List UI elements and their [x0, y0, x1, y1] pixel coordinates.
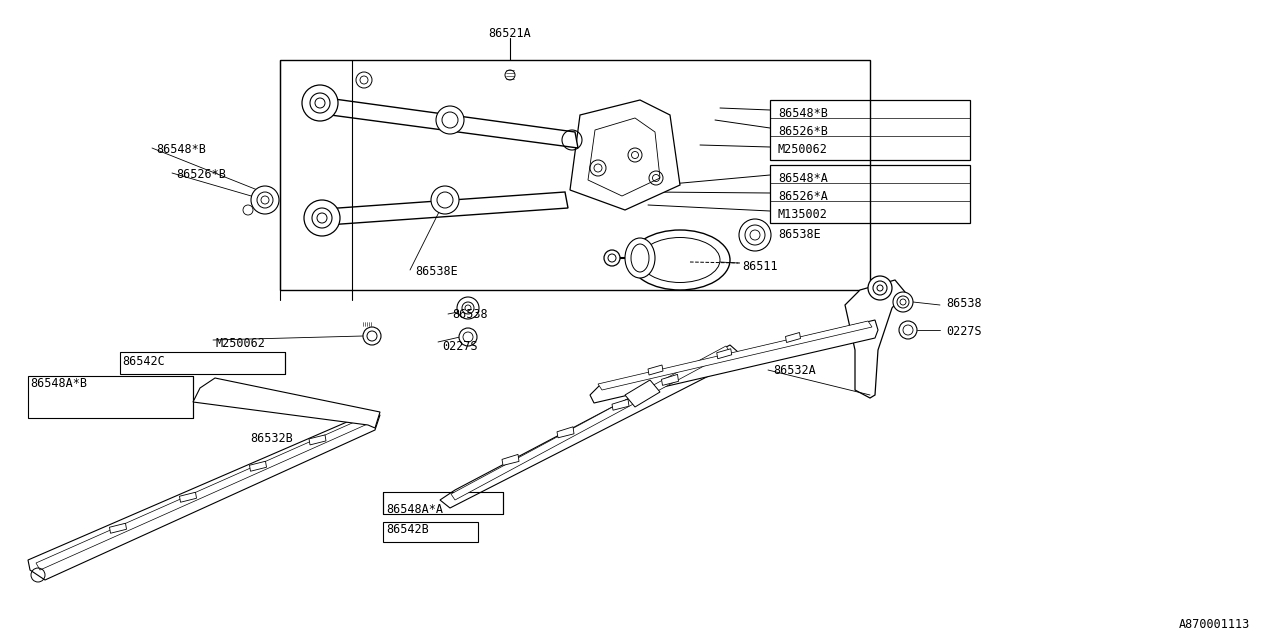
Text: 86532A: 86532A: [773, 364, 815, 377]
Circle shape: [899, 321, 916, 339]
Polygon shape: [250, 461, 266, 471]
Bar: [120, 352, 285, 374]
Polygon shape: [28, 412, 380, 580]
Polygon shape: [36, 416, 372, 570]
Circle shape: [251, 186, 279, 214]
Polygon shape: [438, 116, 462, 124]
Text: 86538E: 86538E: [415, 265, 458, 278]
Polygon shape: [557, 427, 573, 438]
Polygon shape: [179, 492, 197, 502]
Ellipse shape: [625, 238, 655, 278]
Polygon shape: [570, 100, 680, 210]
Bar: [28, 376, 193, 418]
Text: 86526*A: 86526*A: [778, 190, 828, 203]
Text: 86548*B: 86548*B: [156, 143, 206, 156]
Polygon shape: [310, 192, 568, 226]
Polygon shape: [590, 320, 878, 403]
Circle shape: [868, 276, 892, 300]
Circle shape: [302, 85, 338, 121]
Text: 86521A: 86521A: [489, 27, 531, 40]
Bar: [383, 492, 503, 514]
Bar: [383, 522, 477, 542]
Text: 86538E: 86538E: [778, 228, 820, 241]
Text: 86538: 86538: [452, 308, 488, 321]
Text: M135002: M135002: [778, 208, 828, 221]
Polygon shape: [193, 378, 380, 428]
Circle shape: [436, 106, 465, 134]
Text: 86548A*B: 86548A*B: [29, 377, 87, 390]
Polygon shape: [648, 365, 663, 375]
Polygon shape: [662, 374, 678, 385]
Circle shape: [431, 186, 460, 214]
Circle shape: [305, 200, 340, 236]
Polygon shape: [786, 333, 800, 342]
Text: 86548*B: 86548*B: [778, 107, 828, 120]
Text: M250062: M250062: [216, 337, 266, 350]
Text: 86542B: 86542B: [387, 523, 429, 536]
Text: 86538: 86538: [946, 297, 982, 310]
Polygon shape: [305, 95, 579, 148]
Polygon shape: [502, 454, 518, 465]
Bar: [771, 100, 970, 160]
Polygon shape: [612, 399, 628, 410]
Bar: [771, 165, 970, 223]
Ellipse shape: [630, 230, 730, 290]
Polygon shape: [308, 435, 326, 445]
Polygon shape: [110, 524, 127, 533]
Polygon shape: [598, 321, 872, 390]
Text: 86532B: 86532B: [250, 432, 293, 445]
Text: 86526*B: 86526*B: [177, 168, 225, 181]
Polygon shape: [451, 346, 730, 500]
Text: A870001113: A870001113: [1179, 618, 1251, 631]
Circle shape: [893, 292, 913, 312]
Text: M250062: M250062: [778, 143, 828, 156]
Text: 86542C: 86542C: [122, 355, 165, 368]
Text: 86548A*A: 86548A*A: [387, 503, 443, 516]
Polygon shape: [433, 196, 457, 204]
Bar: [280, 60, 870, 290]
Text: 86548*A: 86548*A: [778, 172, 828, 185]
Text: 0227S: 0227S: [442, 340, 477, 353]
Text: 0227S: 0227S: [946, 325, 982, 338]
Circle shape: [604, 250, 620, 266]
Circle shape: [460, 328, 477, 346]
Text: 86526*B: 86526*B: [778, 125, 828, 138]
Circle shape: [739, 219, 771, 251]
Polygon shape: [717, 349, 732, 359]
Polygon shape: [625, 380, 660, 407]
Polygon shape: [845, 280, 905, 398]
Polygon shape: [440, 345, 739, 508]
Text: 86511: 86511: [742, 260, 778, 273]
Circle shape: [243, 205, 253, 215]
Circle shape: [364, 327, 381, 345]
Circle shape: [457, 297, 479, 319]
